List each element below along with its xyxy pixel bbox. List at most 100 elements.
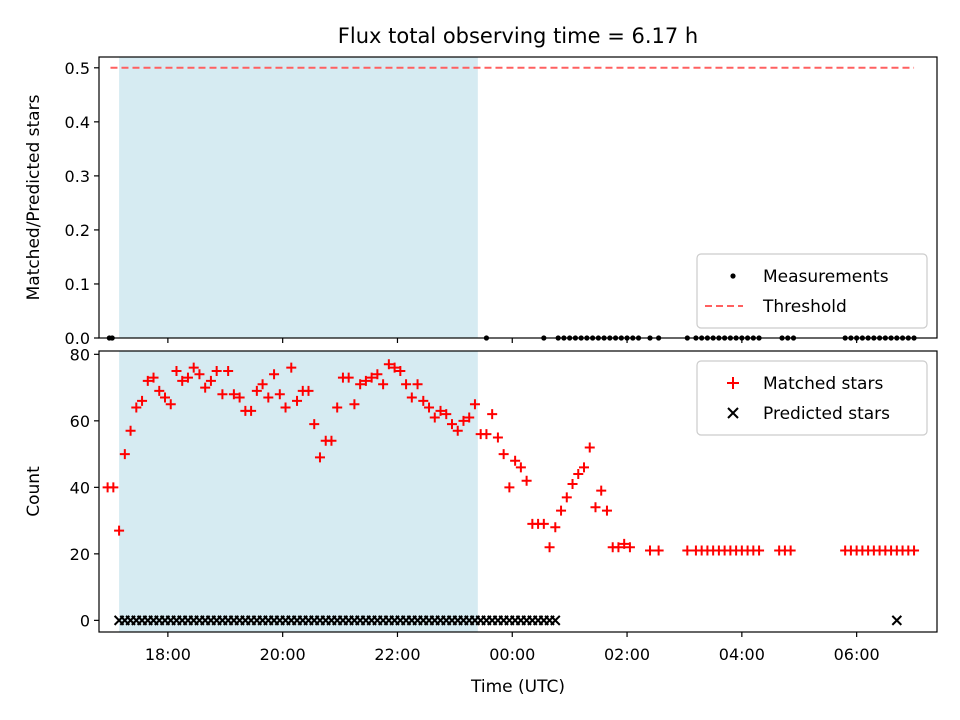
matched-star-point xyxy=(269,369,280,380)
matched-star-point xyxy=(521,475,532,486)
matched-star-point xyxy=(515,462,526,473)
matched-star-point xyxy=(418,395,429,406)
matched-star-point xyxy=(538,518,549,529)
matched-star-point xyxy=(452,425,463,436)
matched-star-point xyxy=(619,538,630,549)
matched-star-point xyxy=(395,365,406,376)
matched-star-point xyxy=(498,449,509,460)
matched-star-point xyxy=(234,392,245,403)
matched-star-point xyxy=(355,379,366,390)
top-ytick-label: 0.5 xyxy=(65,59,90,78)
top-legend-label: Threshold xyxy=(762,297,847,317)
matched-star-point xyxy=(561,492,572,503)
matched-star-point xyxy=(550,522,561,533)
matched-star-point xyxy=(360,375,371,386)
matched-star-point xyxy=(429,412,440,423)
matched-star-point xyxy=(573,469,584,480)
matched-star-point xyxy=(909,545,920,556)
top-ytick-label: 0.4 xyxy=(65,113,90,132)
matched-star-point xyxy=(332,402,343,413)
matched-star-point xyxy=(590,502,601,513)
bottom-ytick-label: 60 xyxy=(70,412,90,431)
matched-star-point xyxy=(601,505,612,516)
predicted-star-point xyxy=(891,615,903,626)
matched-star-point xyxy=(137,395,148,406)
matched-star-point xyxy=(246,405,257,416)
top-ytick-label: 0.2 xyxy=(65,221,90,240)
legend-measurement-marker xyxy=(730,273,736,279)
matched-star-point xyxy=(487,409,498,420)
bottom-legend-label: Matched stars xyxy=(763,374,883,394)
matched-star-point xyxy=(349,399,360,410)
matched-star-point xyxy=(383,359,394,370)
matched-star-point xyxy=(200,382,211,393)
matched-star-point xyxy=(645,545,656,556)
matched-star-point xyxy=(177,375,188,386)
bottom-legend-box xyxy=(696,360,928,436)
matched-star-point xyxy=(464,412,475,423)
series-bottom-1 xyxy=(113,615,903,626)
matched-star-point xyxy=(401,379,412,390)
top-legend-box xyxy=(696,253,928,329)
matched-star-point xyxy=(280,402,291,413)
matched-star-point xyxy=(326,435,337,446)
bottom-xtick-label: 20:00 xyxy=(260,645,306,664)
bottom-x-axis-label: Time (UTC) xyxy=(470,677,565,697)
matched-star-point xyxy=(148,372,159,383)
matched-star-point xyxy=(372,369,383,380)
bottom-xtick-label: 22:00 xyxy=(374,645,420,664)
matched-star-point xyxy=(211,365,222,376)
matched-star-point xyxy=(785,545,796,556)
matched-star-point xyxy=(754,545,765,556)
bottom-marks xyxy=(102,359,920,626)
matched-star-point xyxy=(228,389,239,400)
bottom-y-axis-label: Count xyxy=(24,466,44,517)
top-axes-frame xyxy=(98,56,938,339)
legend-matched-marker xyxy=(727,377,739,389)
matched-star-point xyxy=(274,389,285,400)
matched-star-point xyxy=(510,455,521,466)
matched-star-point xyxy=(171,365,182,376)
bottom-panel: 0 20 40 60 80 18:00 20:00 22:00 00:00 02:00 04:00 0… xyxy=(24,345,938,697)
matched-star-point xyxy=(469,399,480,410)
matched-star-point xyxy=(182,372,193,383)
matched-star-point xyxy=(378,379,389,390)
matched-star-point xyxy=(303,385,314,396)
top-y-axis-label: Matched/Predicted stars xyxy=(24,94,44,300)
matched-star-point xyxy=(119,449,130,460)
matched-star-point xyxy=(481,429,492,440)
matched-star-point xyxy=(613,542,624,553)
bottom-legend: Matched stars Predicted stars xyxy=(696,360,928,436)
matched-star-point xyxy=(441,409,452,420)
predicted-star-point xyxy=(550,615,561,626)
matched-star-point xyxy=(314,452,325,463)
matched-star-point xyxy=(286,362,297,373)
matched-star-point xyxy=(108,482,119,493)
top-legend: Measurements Threshold xyxy=(696,253,928,329)
series-bottom-0 xyxy=(102,359,920,556)
matched-star-point xyxy=(223,365,234,376)
matched-star-point xyxy=(257,379,268,390)
matched-star-point xyxy=(458,415,469,426)
matched-star-point xyxy=(205,375,216,386)
top-observing-window xyxy=(119,57,478,338)
matched-star-point xyxy=(682,545,693,556)
matched-star-point xyxy=(424,402,435,413)
legend-predicted-marker xyxy=(727,407,739,419)
matched-star-point xyxy=(251,385,262,396)
matched-star-point xyxy=(492,432,503,443)
matched-star-point xyxy=(446,419,457,430)
top-panel: 0.0 0.1 0.2 0.3 0.4 0.5 Matched/Predicted star… xyxy=(24,56,938,348)
figure-title: Flux total observing time = 6.17 h xyxy=(338,24,698,48)
matched-star-point xyxy=(544,542,555,553)
matched-star-point xyxy=(142,375,153,386)
bottom-ytick-label: 20 xyxy=(70,545,90,564)
bottom-xtick-label: 04:00 xyxy=(719,645,765,664)
bottom-xtick-label: 18:00 xyxy=(145,645,191,664)
top-ytick-label: 0.3 xyxy=(65,167,90,186)
matched-star-point xyxy=(194,369,205,380)
bottom-xtick-label: 00:00 xyxy=(489,645,535,664)
matched-star-point xyxy=(188,362,199,373)
bottom-observing-window xyxy=(119,351,478,632)
matched-star-point xyxy=(406,392,417,403)
